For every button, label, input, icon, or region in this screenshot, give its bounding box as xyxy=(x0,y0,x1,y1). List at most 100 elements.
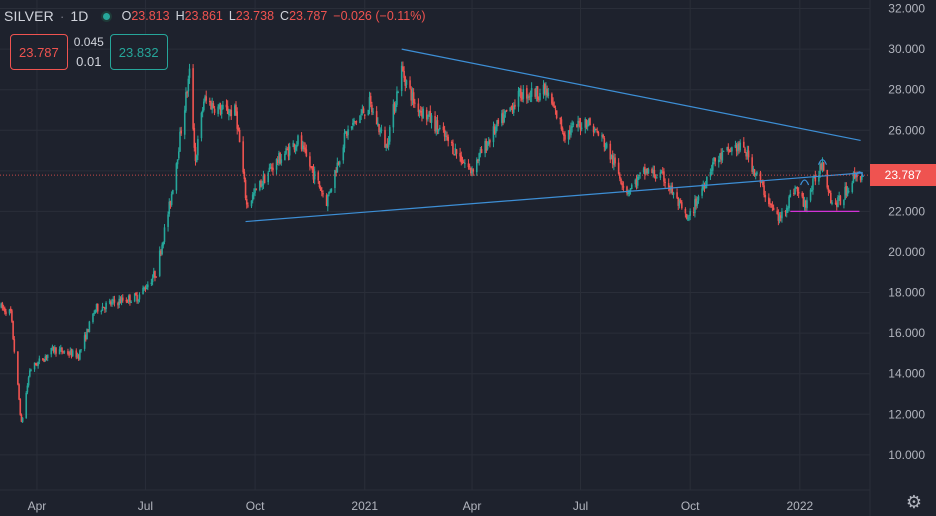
candle-body xyxy=(501,113,503,123)
candle-body xyxy=(280,159,283,163)
symbol-name[interactable]: SILVER xyxy=(4,8,54,24)
candle-body xyxy=(80,349,82,351)
candle-body xyxy=(154,270,156,278)
candle-body xyxy=(804,200,807,208)
candle-body xyxy=(442,126,445,130)
candle-body xyxy=(635,179,638,186)
candle-body xyxy=(219,105,222,115)
quantity-value[interactable]: 0.01 xyxy=(76,54,102,69)
candle-body xyxy=(843,199,845,206)
y-tick-label: 20.000 xyxy=(888,245,925,259)
candle-body xyxy=(92,313,94,323)
candle-body xyxy=(25,392,28,419)
candle-body xyxy=(104,307,106,310)
candle-body xyxy=(628,191,631,194)
candle-body xyxy=(639,172,641,174)
candle-body xyxy=(818,175,820,182)
candle-body xyxy=(686,218,689,220)
candle-body xyxy=(200,112,203,139)
candle-body xyxy=(217,106,219,114)
candle-body xyxy=(367,109,370,116)
candle-body xyxy=(37,361,39,366)
buy-button[interactable]: 23.832 xyxy=(109,34,168,70)
candle-body xyxy=(276,159,279,163)
candle-body xyxy=(152,271,155,278)
last-price-tag: 23.787 xyxy=(870,164,936,187)
candle-body xyxy=(279,152,281,164)
candle-body xyxy=(236,111,239,129)
candle-body xyxy=(801,193,804,197)
candle-body xyxy=(828,190,831,193)
candle-body xyxy=(260,180,262,187)
candle-body xyxy=(425,109,428,120)
candle-body xyxy=(378,124,380,133)
candle-body xyxy=(377,122,379,126)
candle-body xyxy=(61,347,63,353)
candle-body xyxy=(546,89,548,96)
market-status-icon[interactable] xyxy=(100,10,112,22)
open-label: O xyxy=(121,9,132,23)
candle-body xyxy=(834,202,837,204)
candle-body xyxy=(535,86,538,97)
drawing-layer xyxy=(245,48,864,223)
candle-body xyxy=(52,346,55,352)
candle-body xyxy=(186,92,188,94)
candle-body xyxy=(738,143,740,150)
candle-body xyxy=(83,335,86,349)
candle-body xyxy=(436,120,439,131)
candle-body xyxy=(330,188,333,192)
candle-body xyxy=(701,188,703,196)
candle-body xyxy=(692,211,695,213)
candle-body xyxy=(480,149,483,154)
candle-body xyxy=(756,172,758,175)
candle-body xyxy=(163,227,166,242)
candle-body xyxy=(325,195,328,206)
candle-body xyxy=(802,196,805,207)
candle-body xyxy=(560,119,563,130)
candle-body xyxy=(336,162,339,173)
candle-body xyxy=(620,178,622,184)
candle-body xyxy=(17,351,19,385)
candle-body xyxy=(86,328,88,340)
interval-label[interactable]: 1D xyxy=(70,8,89,24)
candle-body xyxy=(803,200,806,208)
candle-body xyxy=(704,185,707,189)
x-tick-label: 2021 xyxy=(351,499,378,513)
candle-body xyxy=(304,147,306,150)
candle-body xyxy=(45,355,48,358)
candle-body xyxy=(396,91,398,105)
candle-body xyxy=(845,186,848,196)
candle-body xyxy=(745,152,747,157)
candle-body xyxy=(309,156,311,167)
candle-body xyxy=(694,199,696,214)
candle-body xyxy=(497,119,500,124)
candle-body xyxy=(313,171,316,180)
candle-body xyxy=(255,188,258,190)
candle-body xyxy=(19,399,22,415)
candle-body xyxy=(121,297,124,301)
candle-body xyxy=(400,65,403,91)
candle-body xyxy=(143,287,146,289)
candle-body xyxy=(119,299,122,304)
candle-body xyxy=(503,114,506,122)
sell-button[interactable]: 23.787 xyxy=(10,34,68,70)
gear-icon[interactable]: ⚙ xyxy=(905,492,923,512)
candle-body xyxy=(228,113,230,115)
candle-body xyxy=(706,176,708,186)
candle-body xyxy=(722,150,725,152)
candle-body xyxy=(360,113,362,115)
candle-body xyxy=(225,104,228,108)
candle-body xyxy=(380,129,383,131)
candle-body xyxy=(731,147,733,152)
symbol-header: SILVER · 1D O23.813 H23.861 L23.738 C23.… xyxy=(4,4,426,28)
candle-body xyxy=(176,159,179,165)
candle-body xyxy=(697,196,700,201)
candle-body xyxy=(46,354,49,359)
candle-body xyxy=(495,126,497,134)
candle-body xyxy=(145,287,148,290)
candle-body xyxy=(386,143,389,148)
candle-body xyxy=(664,182,666,184)
candle-body xyxy=(795,186,798,189)
